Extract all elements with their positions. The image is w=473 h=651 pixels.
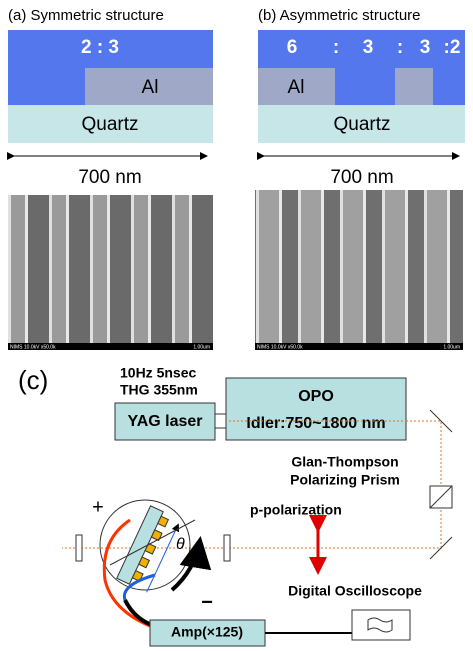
- ratio-part: :: [397, 37, 403, 58]
- substrate-label: Quartz: [333, 114, 390, 135]
- prism-label: Glan-Thompson: [291, 454, 398, 470]
- substrate-label: Quartz: [81, 114, 138, 135]
- figure: (a) Symmetric structure 2 : 3 Al Quartz …: [0, 0, 473, 651]
- amp: Amp(×125): [171, 624, 243, 640]
- slit: [224, 535, 230, 561]
- mirror: [430, 410, 452, 432]
- al-block: [395, 68, 433, 105]
- width: 700 nm: [330, 167, 393, 188]
- sem-scale: 1.00um: [443, 344, 460, 350]
- ratio-part: 3: [420, 37, 431, 58]
- ratio-part: 6: [287, 37, 298, 58]
- plus: +: [92, 496, 104, 518]
- ratio: 2 : 3: [81, 37, 119, 58]
- sem-image: [255, 190, 463, 350]
- material: Al: [288, 77, 305, 98]
- pulse: THG 355nm: [120, 382, 198, 398]
- oscilloscope-label: Digital Oscilloscope: [288, 583, 422, 599]
- slit: [76, 535, 82, 561]
- ratio-part: 3: [363, 37, 374, 58]
- angle: θ: [176, 536, 185, 553]
- laser: YAG laser: [127, 413, 202, 430]
- opo-idler: Idler:750~1800 nm: [246, 415, 385, 432]
- polarization: p-polarization: [250, 502, 342, 518]
- panel-label: (b) Asymmetric structure: [258, 7, 421, 24]
- sem-info: NIMS 10.0kV x50.0k: [10, 344, 56, 350]
- sem-scale: 1.00um: [193, 344, 210, 350]
- panel-label: (c): [18, 365, 48, 395]
- opo: OPO: [298, 388, 334, 405]
- ratio-part: :: [333, 37, 339, 58]
- panel-label: (a) Symmetric structure: [8, 7, 164, 24]
- material: Al: [142, 77, 159, 98]
- oscilloscope: [352, 610, 410, 640]
- sem-image: [8, 195, 213, 350]
- minus: −: [201, 591, 213, 613]
- width: 700 nm: [78, 167, 141, 188]
- prism-label: Polarizing Prism: [290, 472, 400, 488]
- pulse: 10Hz 5nsec: [120, 365, 196, 381]
- sem-info: NIMS 10.0kV x50.0k: [257, 344, 303, 350]
- ratio-part: :2: [444, 37, 461, 58]
